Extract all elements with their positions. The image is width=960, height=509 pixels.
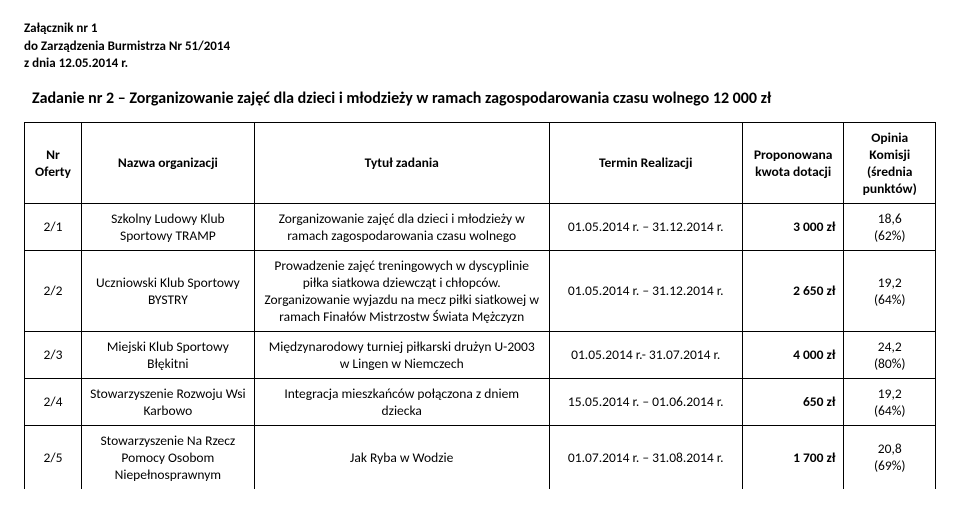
cell-org: Miejski Klub Sportowy Błękitni [81, 331, 254, 378]
opinion-percent: (80%) [874, 355, 906, 372]
table-row: 2/4 Stowarzyszenie Rozwoju Wsi Karbowo I… [25, 378, 936, 425]
opinion-score: 24,2 [878, 338, 902, 355]
cell-task: Prowadzenie zajęć treningowych w dyscypl… [254, 250, 549, 331]
opinion-percent: (64%) [874, 402, 906, 419]
col-nr: Nr Oferty [25, 122, 82, 203]
table-header-row: Nr Oferty Nazwa organizacji Tytuł zadani… [25, 122, 936, 203]
cell-term: 01.05.2014 r. – 31.12.2014 r. [549, 250, 742, 331]
col-opinion: Opinia Komisji (średnia punktów) [844, 122, 936, 203]
opinion-score: 18,6 [878, 210, 902, 227]
cell-amount: 650 zł [742, 378, 844, 425]
opinion-score: 20,8 [878, 440, 902, 457]
cell-term: 01.07.2014 r. – 31.08.2014 r. [549, 425, 742, 489]
cell-amount: 1 700 zł [742, 425, 844, 489]
col-amount: Proponowana kwota dotacji [742, 122, 844, 203]
offers-table: Nr Oferty Nazwa organizacji Tytuł zadani… [24, 122, 936, 489]
cell-org: Stowarzyszenie Na Rzecz Pomocy Osobom Ni… [81, 425, 254, 489]
cell-nr: 2/3 [25, 331, 82, 378]
opinion-score: 19,2 [878, 274, 902, 291]
opinion-percent: (64%) [874, 291, 906, 308]
attachment-header: Załącznik nr 1 do Zarządzenia Burmistrza… [24, 20, 936, 73]
table-row: 2/5 Stowarzyszenie Na Rzecz Pomocy Osobo… [25, 425, 936, 489]
header-line-1: Załącznik nr 1 [24, 20, 936, 38]
cell-opinion: 19,2 (64%) [844, 378, 936, 425]
opinion-score: 19,2 [878, 385, 902, 402]
cell-term: 15.05.2014 r. – 01.06.2014 r. [549, 378, 742, 425]
cell-opinion: 18,6 (62%) [844, 203, 936, 250]
table-row: 2/1 Szkolny Ludowy Klub Sportowy TRAMP Z… [25, 203, 936, 250]
table-row: 2/3 Miejski Klub Sportowy Błękitni Międz… [25, 331, 936, 378]
cell-nr: 2/2 [25, 250, 82, 331]
document-title: Zadanie nr 2 – Zorganizowanie zajęć dla … [32, 89, 936, 108]
cell-task: Integracja mieszkańców połączona z dniem… [254, 378, 549, 425]
cell-task: Jak Ryba w Wodzie [254, 425, 549, 489]
cell-task: Zorganizowanie zajęć dla dzieci i młodzi… [254, 203, 549, 250]
opinion-percent: (62%) [874, 227, 906, 244]
cell-term: 01.05.2014 r. – 31.12.2014 r. [549, 203, 742, 250]
opinion-percent: (69%) [874, 457, 906, 474]
cell-amount: 4 000 zł [742, 331, 844, 378]
table-body: 2/1 Szkolny Ludowy Klub Sportowy TRAMP Z… [25, 203, 936, 489]
cell-task: Międzynarodowy turniej piłkarski drużyn … [254, 331, 549, 378]
cell-nr: 2/5 [25, 425, 82, 489]
col-term: Termin Realizacji [549, 122, 742, 203]
header-line-2: do Zarządzenia Burmistrza Nr 51/2014 [24, 38, 936, 56]
col-task: Tytuł zadania [254, 122, 549, 203]
cell-org: Szkolny Ludowy Klub Sportowy TRAMP [81, 203, 254, 250]
header-line-3: z dnia 12.05.2014 r. [24, 55, 936, 73]
cell-org: Stowarzyszenie Rozwoju Wsi Karbowo [81, 378, 254, 425]
cell-opinion: 24,2 (80%) [844, 331, 936, 378]
cell-amount: 2 650 zł [742, 250, 844, 331]
cell-nr: 2/4 [25, 378, 82, 425]
cell-nr: 2/1 [25, 203, 82, 250]
col-org: Nazwa organizacji [81, 122, 254, 203]
cell-amount: 3 000 zł [742, 203, 844, 250]
cell-org: Uczniowski Klub Sportowy BYSTRY [81, 250, 254, 331]
cell-opinion: 20,8 (69%) [844, 425, 936, 489]
table-row: 2/2 Uczniowski Klub Sportowy BYSTRY Prow… [25, 250, 936, 331]
cell-opinion: 19,2 (64%) [844, 250, 936, 331]
cell-term: 01.05.2014 r.- 31.07.2014 r. [549, 331, 742, 378]
